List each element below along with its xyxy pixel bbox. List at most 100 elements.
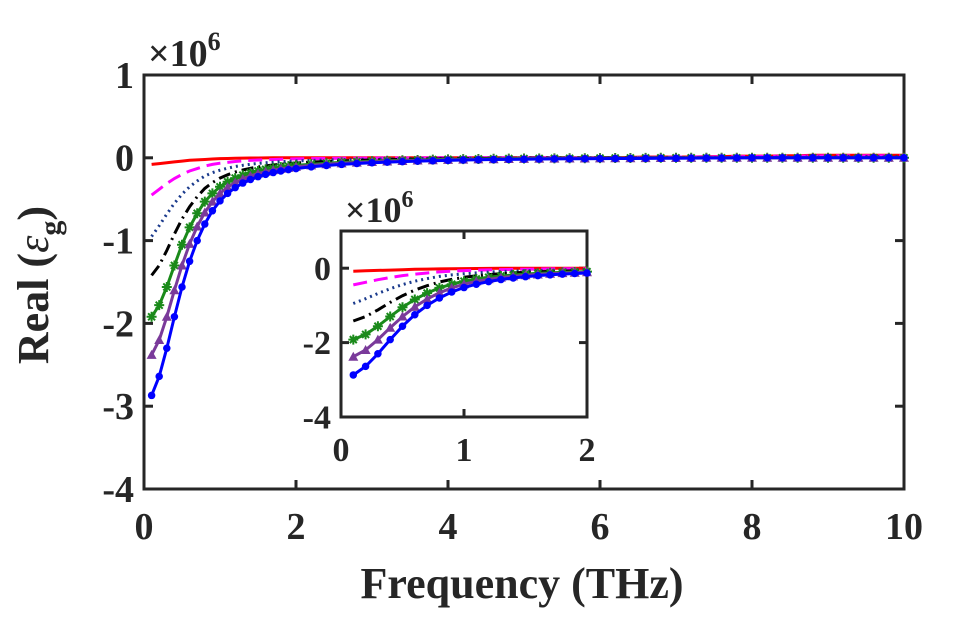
main-series-5-marker: [184, 222, 195, 233]
main-series-6-marker: [230, 177, 241, 187]
main-series-6-marker: [222, 182, 233, 192]
main-series-5-marker: [161, 281, 172, 292]
inset-series-7-marker: [484, 277, 493, 286]
main-series-group: [146, 152, 909, 400]
inset-series-7-marker: [411, 310, 419, 319]
main-series-7-marker: [444, 156, 452, 165]
x-axis-title: Frequency (THz): [360, 559, 683, 608]
y-axis-title-close: ): [9, 206, 58, 221]
main-ytick-label: 0: [115, 138, 134, 180]
main-series-7-marker: [353, 159, 361, 168]
main-scale-base: ×10: [148, 33, 208, 75]
main-xtick-label: 10: [885, 506, 923, 548]
main-series-5-marker: [146, 311, 157, 322]
main-series-5-marker: [207, 188, 218, 199]
inset-series-7-marker: [583, 269, 591, 277]
main-series-7-marker: [284, 165, 293, 174]
inset-series-5-marker: [385, 311, 396, 322]
inset-series-5-marker: [397, 302, 408, 313]
main-series-7-marker: [155, 372, 163, 381]
main-series-7-marker: [170, 313, 179, 321]
main-series-7-marker: [565, 155, 574, 163]
main-ytick-label: -4: [102, 469, 134, 511]
main-ytick-label: -2: [102, 303, 134, 345]
inset-series-7-marker: [398, 322, 407, 330]
inset-series-7-marker: [423, 301, 431, 310]
main-series-5-marker: [154, 300, 165, 311]
main-series-7-marker: [147, 391, 156, 400]
inset-xtick-label: 2: [579, 432, 596, 469]
inset-xtick-label: 1: [456, 432, 473, 469]
inset-scale-base: ×10: [345, 190, 402, 230]
main-series-7-marker: [254, 172, 262, 181]
main-xtick-label: 6: [591, 506, 610, 548]
y-axis-title-subscript: g: [34, 221, 67, 236]
inset-series-7-marker: [435, 294, 444, 302]
main-series-7-marker: [277, 167, 285, 175]
main-scale-exponent: 6: [208, 27, 221, 56]
main-series-6-marker: [184, 238, 195, 248]
main-series-7-marker: [459, 156, 467, 164]
main-series-7-marker: [809, 154, 817, 162]
main-series-7-marker: [520, 155, 528, 163]
inset-series-7-marker: [472, 280, 481, 288]
inset-series-7-marker: [534, 271, 542, 280]
inset-series-5-marker: [409, 294, 420, 305]
inset-scale-factor: ×106: [345, 187, 414, 230]
main-series-7-marker: [702, 154, 711, 162]
main-series-7-marker: [505, 155, 513, 164]
main-series-7-marker: [223, 189, 232, 198]
main-series-7-marker: [216, 197, 224, 205]
inset-series-6-marker: [360, 345, 371, 355]
inset-ytick-label: 0: [314, 251, 331, 288]
main-xtick-label: 8: [743, 506, 762, 548]
main-series-7-marker: [337, 160, 346, 169]
main-axes: 0 2 4 6 8 10-4-3-2-101 ×106 Frequency (THz) R…: [9, 27, 923, 608]
main-series-7-marker: [657, 154, 665, 163]
main-series-7-marker: [292, 164, 300, 173]
main-series-5-marker: [215, 181, 225, 192]
main-series-6-marker: [177, 260, 187, 270]
main-series-7-marker: [626, 154, 635, 163]
main-series-6-marker: [169, 285, 180, 295]
y-axis-title-main: Real (: [9, 253, 58, 364]
main-series-7-marker: [246, 175, 255, 184]
main-series-7-marker: [885, 154, 893, 162]
main-xtick-label: 2: [287, 506, 306, 548]
inset-series-5-marker: [422, 288, 433, 299]
inset-xtick-label: 0: [333, 432, 350, 469]
main-series-7-marker: [261, 170, 270, 179]
main-xtick-label: 4: [439, 506, 458, 548]
main-ytick-label: -3: [102, 386, 134, 428]
main-series-6-marker: [154, 334, 165, 344]
main-ytick-label: -1: [102, 221, 134, 263]
inset-series-7-marker: [558, 270, 567, 278]
main-series-7-marker: [854, 154, 863, 162]
main-series-7-marker: [322, 161, 331, 170]
inset-series-7-marker: [497, 275, 505, 284]
main-series-6-marker: [215, 188, 225, 198]
inset-scale-exponent: 6: [402, 187, 414, 213]
main-series-7-marker: [178, 283, 186, 291]
main-series-7-marker: [550, 155, 559, 163]
inset-series-7-marker: [447, 288, 456, 296]
inset-ticks: 0 1 2 -4 -2 0: [303, 231, 596, 469]
main-series-5-marker: [199, 196, 210, 207]
inset-series-6-marker: [372, 334, 383, 344]
main-series-7-marker: [413, 157, 422, 165]
inset-axes: 0 1 2 -4 -2 0 ×106: [303, 187, 596, 469]
main-series-6-marker: [192, 221, 203, 231]
main-series-6-marker: [207, 196, 218, 206]
inset-ytick-label: -2: [303, 325, 331, 362]
main-series-7-marker: [869, 154, 878, 162]
main-series-5-marker: [222, 176, 233, 187]
inset-series-6-marker: [348, 351, 359, 361]
main-series-7-marker: [398, 157, 407, 166]
main-series-7-marker: [269, 168, 277, 177]
main-series-7-marker: [672, 154, 680, 162]
main-xtick-label: 0: [135, 506, 154, 548]
main-series-7-marker: [581, 154, 589, 163]
main-series-7-marker: [793, 154, 802, 162]
main-series-7-marker: [733, 154, 741, 162]
main-series-7-marker: [824, 154, 832, 162]
